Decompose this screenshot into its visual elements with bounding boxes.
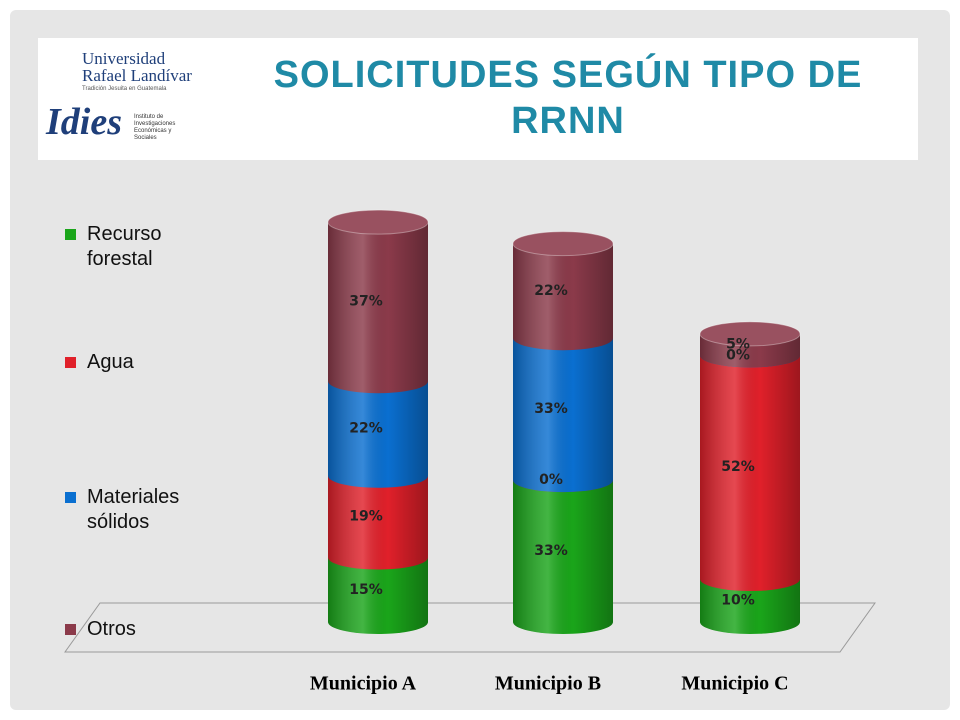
- data-label: 33%: [534, 543, 568, 559]
- legend-label: Materiales sólidos: [87, 486, 180, 533]
- logo-institute: Idies: [46, 101, 122, 143]
- data-label: 33%: [534, 401, 568, 417]
- cylinder-top: [699, 321, 801, 347]
- legend-label: Agua: [87, 351, 134, 373]
- data-label: 22%: [534, 283, 568, 299]
- data-label: 10%: [721, 593, 755, 609]
- cylinder-top: [327, 209, 429, 235]
- cylinder-top-highlight: [328, 210, 428, 235]
- logo-institute-name: Instituto de Investigaciones Económicas …: [134, 114, 176, 141]
- cylinder-top-highlight: [700, 321, 800, 346]
- data-label: 19%: [349, 509, 383, 525]
- data-label: 52%: [721, 459, 755, 475]
- data-label: 15%: [349, 582, 383, 598]
- cylinder-shade: [700, 333, 800, 634]
- data-label: 5%: [726, 337, 750, 353]
- data-label: 0%: [726, 347, 750, 363]
- header: Universidad Rafael Landívar Tradición Je…: [38, 38, 918, 160]
- x-tick-label: Municipio A: [310, 673, 417, 695]
- data-label: 37%: [349, 294, 383, 310]
- legend-label: Otros: [87, 618, 136, 640]
- legend-swatch: [65, 357, 76, 368]
- legend-label: Recurso forestal: [87, 223, 162, 270]
- data-label: 22%: [349, 421, 383, 437]
- legend-swatch: [65, 229, 76, 240]
- cylinder-shade: [513, 243, 613, 634]
- x-tick-label: Municipio C: [681, 673, 788, 695]
- chart-title: SOLICITUDES SEGÚN TIPO DE RRNN: [273, 54, 863, 142]
- legend-swatch: [65, 624, 76, 635]
- cylinder-top: [512, 231, 614, 257]
- logo-motto: Tradición Jesuita en Guatemala: [82, 86, 167, 92]
- cylinder-top-highlight: [513, 231, 613, 256]
- logo-university: Universidad Rafael Landívar: [82, 49, 192, 85]
- data-label: 0%: [539, 472, 563, 488]
- x-tick-label: Municipio B: [495, 673, 601, 695]
- cylinder-shade: [328, 222, 428, 634]
- legend-swatch: [65, 492, 76, 503]
- floor: [64, 602, 876, 653]
